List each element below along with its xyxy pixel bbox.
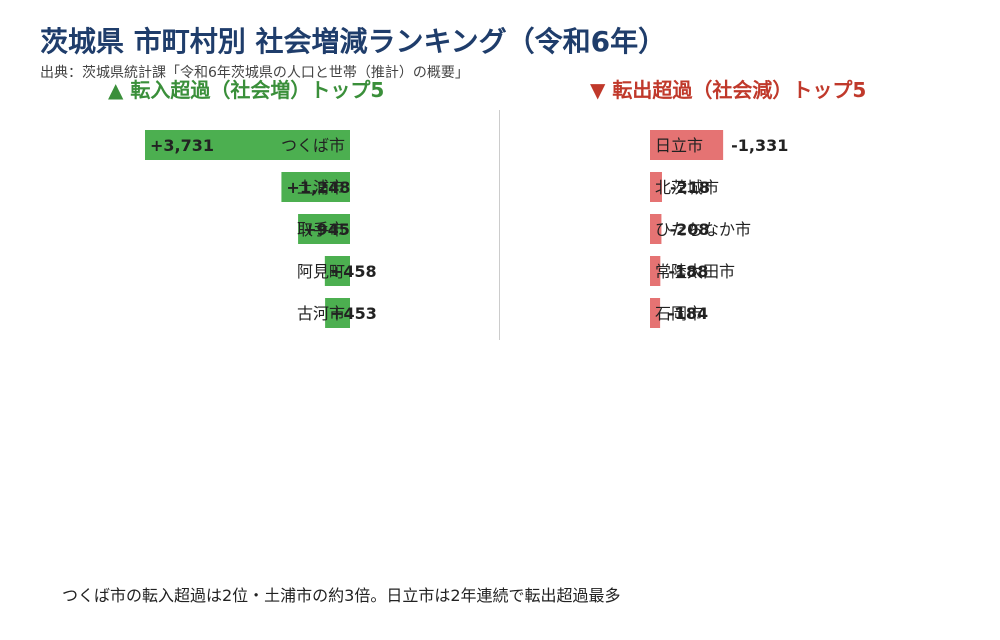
decrease-bar bbox=[650, 298, 661, 328]
decrease-category-label: 北茨城市 bbox=[655, 178, 719, 197]
increase-value-label: +453 bbox=[330, 304, 377, 323]
decrease-category-label: ひたちなか市 bbox=[655, 220, 751, 239]
increase-value-label: +458 bbox=[330, 262, 377, 281]
decrease-category-label: 石岡市 bbox=[655, 304, 703, 323]
increase-bar bbox=[298, 214, 350, 244]
increase-category-label: つくば市 bbox=[281, 136, 345, 155]
decrease-bar bbox=[650, 214, 662, 244]
decrease-category-label: 日立市 bbox=[655, 136, 703, 155]
decrease-panel-title: ▼ 転出超過（社会減）トップ5 bbox=[590, 78, 867, 102]
decrease-bar bbox=[650, 130, 724, 160]
increase-bar bbox=[281, 172, 350, 202]
panel-divider bbox=[499, 110, 500, 340]
increase-panel-title: ▲ 転入超過（社会増）トップ5 bbox=[108, 78, 385, 102]
decrease-category-label: 常陸太田市 bbox=[655, 262, 735, 281]
increase-value-label: +1,248 bbox=[286, 178, 350, 197]
decrease-value-label: -1,331 bbox=[731, 136, 788, 155]
decrease-value-label: -218 bbox=[670, 178, 710, 197]
source-text: 出典：茨城県統計課「令和6年茨城県の人口と世帯（推計）の概要」 bbox=[40, 65, 469, 81]
decrease-value-label: -184 bbox=[668, 304, 708, 323]
decrease-value-label: -188 bbox=[668, 262, 708, 281]
increase-value-label: +945 bbox=[303, 220, 350, 239]
increase-category-label: 土浦市 bbox=[297, 178, 345, 197]
increase-value-label: +3,731 bbox=[150, 136, 214, 155]
increase-category-label: 古河市 bbox=[297, 304, 345, 323]
decrease-value-label: -208 bbox=[669, 220, 709, 239]
increase-bar bbox=[145, 130, 350, 160]
footnote: つくば市の転入超過は2位・土浦市の約3倍。日立市は2年連続で転出超過最多 bbox=[62, 586, 621, 605]
page-title: 茨城県 市町村別 社会増減ランキング（令和6年） bbox=[40, 25, 667, 58]
increase-category-label: 阿見町 bbox=[297, 262, 345, 281]
increase-bar bbox=[324, 256, 350, 286]
decrease-bar bbox=[650, 256, 661, 286]
increase-bar bbox=[325, 298, 350, 328]
decrease-bar bbox=[650, 172, 662, 202]
increase-category-label: 取手市 bbox=[297, 220, 345, 239]
